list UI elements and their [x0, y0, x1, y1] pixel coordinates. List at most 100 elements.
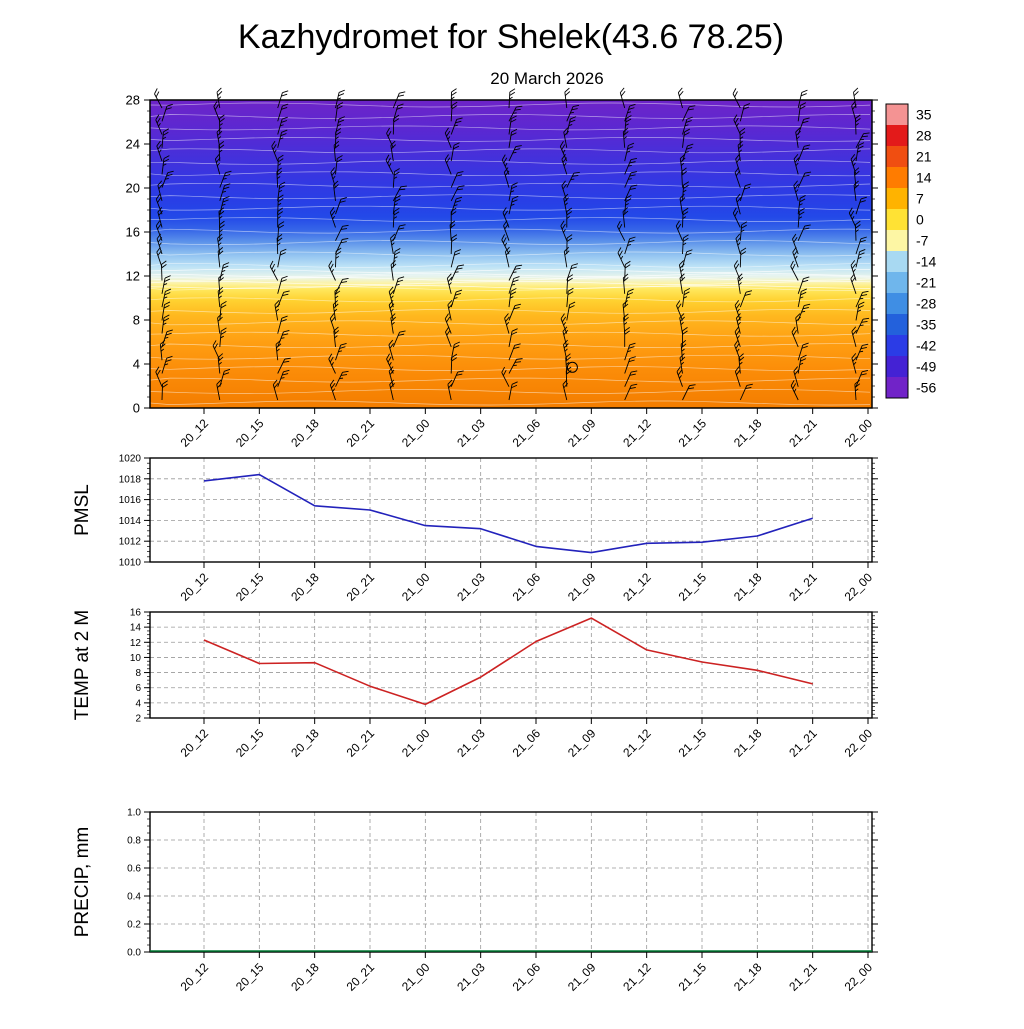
- x-tick-label: 21_03: [454, 416, 488, 450]
- x-tick-label: 21_15: [676, 960, 710, 994]
- x-tick-label: 21_03: [454, 960, 488, 994]
- colorbar-tick-label: 0: [916, 212, 924, 228]
- line: [853, 88, 858, 92]
- line: [683, 212, 684, 228]
- x-tick-label: 21_18: [731, 416, 765, 450]
- colorbar-cell: [886, 356, 908, 377]
- x-tick-label: 21_00: [399, 726, 433, 760]
- y-tick-label: 0.0: [127, 948, 141, 959]
- colorbar-tick-label: -35: [916, 317, 936, 333]
- x-tick-label: 20_18: [288, 416, 322, 450]
- colorbar-cell: [886, 272, 908, 293]
- line: [336, 251, 337, 267]
- frame: [150, 612, 872, 718]
- line: [335, 291, 336, 307]
- x-tick-label: 21_00: [399, 570, 433, 604]
- x-tick-label: 21_12: [620, 960, 654, 994]
- line: [451, 89, 456, 93]
- line: [393, 119, 394, 135]
- y-tick-label: 20: [126, 181, 140, 196]
- x-tick-label: 22_00: [842, 726, 876, 760]
- colorbar-cell: [886, 251, 908, 272]
- colorbar-cell: [886, 167, 908, 188]
- colorbar-tick-label: 28: [916, 128, 932, 144]
- y-tick-label: 12: [126, 269, 140, 284]
- x-tick-label: 20_12: [178, 570, 212, 604]
- colorbar-tick-label: -21: [916, 275, 936, 291]
- line: [339, 89, 345, 94]
- temperature-field: [150, 100, 872, 408]
- x-tick-label: 21_12: [620, 570, 654, 604]
- y-tick-label: 1010: [119, 558, 142, 569]
- x-tick-label: 20_15: [233, 960, 267, 994]
- line: [161, 265, 162, 281]
- line: [278, 158, 279, 174]
- colorbar-tick-label: 7: [916, 191, 924, 207]
- colorbar-cell: [886, 125, 908, 146]
- line: [282, 89, 288, 94]
- x-tick-label: 20_18: [288, 726, 322, 760]
- y-tick-label: 1012: [119, 537, 142, 548]
- line: [625, 265, 626, 281]
- y-tick-label: 4: [135, 698, 141, 709]
- x-tick-label: 20_15: [233, 570, 267, 604]
- y-tick-label: 16: [130, 608, 142, 619]
- x-tick-label: 20_21: [344, 726, 378, 760]
- x-tick-label: 20_12: [178, 416, 212, 450]
- line: [451, 92, 456, 96]
- colorbar-cell: [886, 188, 908, 209]
- colorbar-tick-label: -49: [916, 359, 936, 375]
- y-tick-label: 4: [133, 357, 140, 372]
- x-tick-label: 22_00: [842, 416, 876, 450]
- colorbar-tick-label: -7: [916, 233, 929, 249]
- x-tick-label: 21_06: [510, 570, 544, 604]
- x-tick-label: 21_00: [399, 960, 433, 994]
- x-tick-label: 21_15: [676, 416, 710, 450]
- line: [399, 90, 405, 95]
- y-tick-label: 16: [126, 225, 140, 240]
- x-tick-label: 21_00: [399, 416, 433, 450]
- frame: [150, 458, 872, 562]
- line: [451, 238, 452, 254]
- y-tick-label: 10: [130, 653, 142, 664]
- y-tick-label: 8: [135, 668, 141, 679]
- y-tick-label: 6: [135, 683, 141, 694]
- x-tick-label: 20_21: [344, 570, 378, 604]
- y-tick-label: 0.2: [127, 920, 141, 931]
- y-tick-label: 0: [133, 401, 140, 416]
- x-tick-label: 21_18: [731, 960, 765, 994]
- frame: [150, 812, 872, 952]
- x-tick-label: 21_21: [786, 416, 820, 450]
- x-tick-label: 21_06: [510, 960, 544, 994]
- y-tick-label: 2: [135, 714, 141, 725]
- page-title: Kazhydromet for Shelek(43.6 78.25): [238, 18, 784, 56]
- y-tick-label: 0.8: [127, 836, 141, 847]
- y-tick-label: 1018: [119, 474, 142, 485]
- x-tick-label: 20_15: [233, 416, 267, 450]
- y-tick-label: 12: [130, 638, 142, 649]
- x-tick-label: 21_09: [565, 416, 599, 450]
- line: [565, 92, 570, 96]
- x-tick-label: 21_21: [786, 726, 820, 760]
- colorbar-cell: [886, 209, 908, 230]
- line: [855, 119, 856, 135]
- x-tick-label: 21_09: [565, 960, 599, 994]
- temp-axis-label: TEMP at 2 M: [72, 610, 93, 721]
- line: [277, 238, 278, 254]
- x-tick-label: 21_18: [731, 570, 765, 604]
- colorbar-tick-label: 14: [916, 170, 932, 186]
- y-tick-label: 0.6: [127, 864, 141, 875]
- colorbar-cell: [886, 335, 908, 356]
- x-tick-label: 21_06: [510, 726, 544, 760]
- colorbar-tick-label: 35: [916, 107, 932, 123]
- x-tick-label: 20_12: [178, 960, 212, 994]
- x-tick-label: 21_12: [620, 726, 654, 760]
- line: [564, 88, 569, 92]
- line: [510, 92, 515, 96]
- line: [162, 384, 163, 400]
- colorbar-cell: [886, 314, 908, 335]
